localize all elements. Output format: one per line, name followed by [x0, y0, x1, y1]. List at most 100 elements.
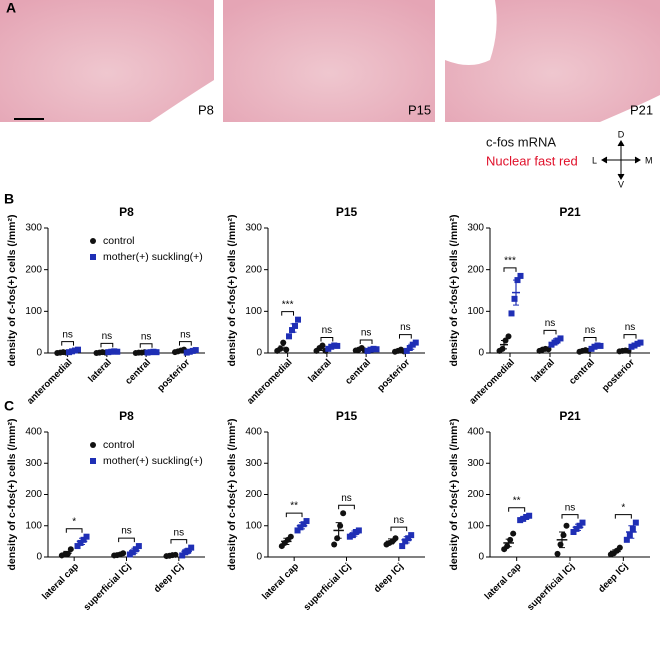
data-point: [392, 535, 399, 542]
y-tick-label: 300: [25, 223, 42, 234]
data-point: [508, 310, 515, 317]
data-point: [510, 530, 517, 537]
y-tick-label: 100: [25, 306, 42, 317]
significance-label: ns: [565, 502, 576, 513]
x-tick-label: central: [343, 357, 373, 387]
chart-title: P21: [559, 409, 581, 423]
data-point: [153, 349, 160, 356]
chart-title: P15: [336, 205, 358, 219]
legend-label: control: [103, 235, 135, 247]
data-point: [554, 550, 561, 557]
y-tick-label: 300: [25, 458, 42, 469]
data-point: [570, 529, 577, 535]
significance-label: ns: [400, 322, 411, 333]
x-tick-label: anteromedial: [467, 357, 517, 407]
y-axis-label: density of c-fos(+) cells (/mm²): [226, 419, 238, 571]
x-tick-label: lateral cap: [483, 561, 524, 602]
data-point: [623, 536, 630, 543]
y-tick-label: 0: [256, 348, 262, 359]
legend-label: mother(+) suckling(+): [103, 455, 203, 467]
x-tick-label: lateral: [529, 357, 557, 385]
data-point: [188, 544, 195, 551]
y-axis-label: density of c-fos(+) cells (/mm²): [448, 419, 460, 571]
data-point: [597, 342, 604, 349]
significance-bracket: [61, 341, 75, 346]
significance-bracket: [170, 539, 188, 544]
background: [150, 80, 214, 122]
data-point: [295, 316, 302, 323]
significance-bracket: [623, 334, 637, 339]
micrograph: [0, 0, 214, 122]
significance-bracket: [285, 512, 303, 518]
compass-label: V: [618, 179, 624, 189]
significance-label: ns: [62, 329, 73, 340]
x-tick-label: central: [123, 357, 153, 387]
y-axis-label: density of c-fos(+) cells (/mm²): [226, 215, 238, 367]
significance-bracket: [398, 334, 412, 339]
data-point: [192, 347, 199, 354]
chart-title: P21: [559, 205, 581, 219]
image-label: P8: [198, 102, 214, 117]
data-point: [286, 333, 293, 340]
significance-bracket: [359, 339, 373, 344]
data-point: [75, 346, 82, 353]
y-axis-label: density of c-fos(+) cells (/mm²): [6, 419, 18, 571]
x-tick-label: posterior: [600, 357, 637, 394]
data-point: [280, 339, 287, 346]
data-point: [505, 333, 512, 340]
micrographs: [0, 0, 660, 122]
compass: [601, 140, 641, 180]
data-point: [349, 532, 356, 539]
data-point: [129, 549, 136, 556]
y-axis-label: density of c-fos(+) cells (/mm²): [448, 215, 460, 367]
y-tick-label: 400: [245, 427, 262, 438]
data-point: [412, 339, 419, 346]
y-tick-label: 200: [245, 264, 262, 275]
y-tick-label: 200: [25, 489, 42, 500]
panel-label: C: [4, 398, 14, 414]
data-point: [632, 519, 639, 526]
chart-title: P8: [119, 205, 134, 219]
data-point: [303, 518, 310, 525]
y-tick-label: 200: [245, 489, 262, 500]
y-tick-label: 0: [36, 552, 42, 563]
data-point: [637, 339, 644, 346]
data-point: [287, 533, 294, 540]
data-point: [402, 538, 409, 545]
significance-bracket: [281, 311, 295, 316]
significance-label: ***: [282, 299, 294, 310]
data-point: [179, 552, 186, 559]
y-tick-label: 200: [467, 264, 484, 275]
legend-marker: [90, 458, 96, 464]
data-point: [67, 546, 74, 553]
significance-bracket: [100, 342, 114, 348]
x-tick-label: posterior: [375, 357, 412, 394]
y-tick-label: 200: [467, 489, 484, 500]
data-point: [292, 322, 299, 329]
x-tick-label: superficial ICj: [82, 561, 134, 613]
significance-bracket: [118, 537, 135, 543]
y-tick-label: 100: [245, 520, 262, 531]
data-point: [526, 512, 533, 519]
chart-title: P15: [336, 409, 358, 423]
data-point: [300, 521, 307, 528]
data-point: [80, 536, 87, 543]
data-point: [399, 543, 406, 550]
legend-label: mother(+) suckling(+): [103, 251, 203, 263]
y-tick-label: 0: [256, 552, 262, 563]
data-point: [135, 543, 142, 550]
data-point: [616, 544, 623, 551]
y-tick-label: 200: [25, 264, 42, 275]
x-tick-label: central: [567, 357, 597, 387]
x-tick-label: anteromedial: [245, 357, 295, 407]
data-point: [340, 510, 347, 517]
y-tick-label: 300: [245, 223, 262, 234]
significance-label: ns: [141, 331, 152, 342]
y-tick-label: 400: [467, 427, 484, 438]
image-label: P21: [630, 102, 653, 117]
panel-label: A: [6, 0, 16, 16]
significance-bracket: [65, 528, 83, 533]
x-tick-label: deep ICj: [152, 561, 186, 595]
significance-bracket: [614, 514, 632, 519]
significance-bracket: [139, 343, 153, 348]
